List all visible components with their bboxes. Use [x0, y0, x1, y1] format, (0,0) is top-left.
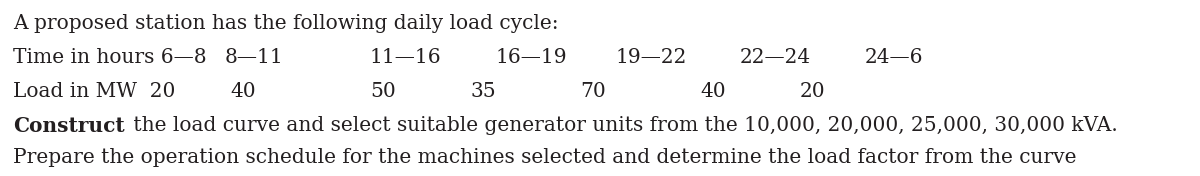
Text: 70: 70: [580, 82, 606, 101]
Text: 8—11: 8—11: [226, 48, 283, 67]
Text: 40: 40: [230, 82, 256, 101]
Text: 11—16: 11—16: [370, 48, 442, 67]
Text: 24—6: 24—6: [865, 48, 924, 67]
Text: Load in MW  20: Load in MW 20: [13, 82, 175, 101]
Text: 40: 40: [700, 82, 726, 101]
Text: 22—24: 22—24: [740, 48, 811, 67]
Text: Time in hours 6—8: Time in hours 6—8: [13, 48, 206, 67]
Text: Prepare the operation schedule for the machines selected and determine the load : Prepare the operation schedule for the m…: [13, 148, 1076, 167]
Text: 50: 50: [370, 82, 396, 101]
Text: 19—22: 19—22: [616, 48, 686, 67]
Text: the load curve and select suitable generator units from the 10,000, 20,000, 25,0: the load curve and select suitable gener…: [127, 116, 1117, 135]
Text: Construct: Construct: [13, 116, 125, 136]
Text: A proposed station has the following daily load cycle:: A proposed station has the following dai…: [13, 14, 559, 33]
Text: 16—19: 16—19: [496, 48, 566, 67]
Text: 20: 20: [800, 82, 826, 101]
Text: 35: 35: [470, 82, 496, 101]
